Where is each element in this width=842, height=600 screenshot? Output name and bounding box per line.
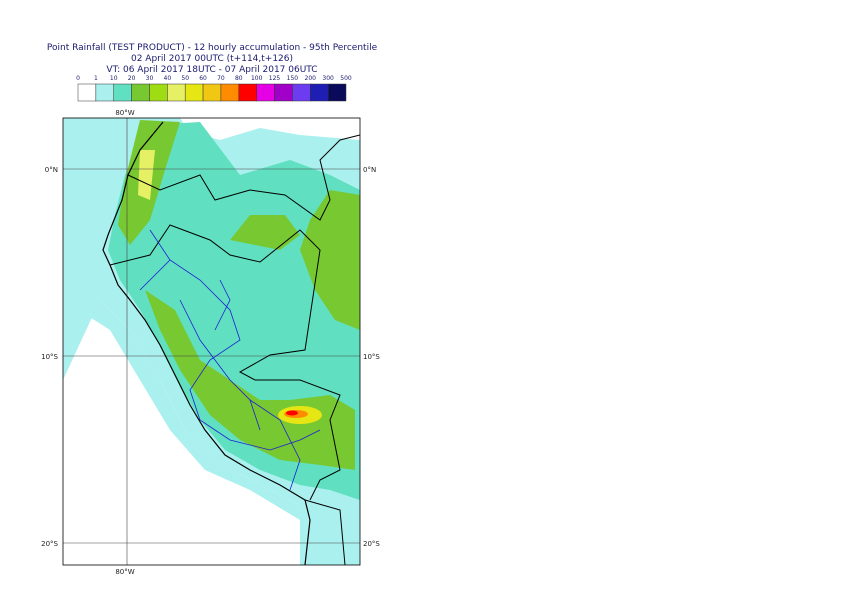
- legend-label: 10: [110, 75, 118, 82]
- legend-label: 200: [305, 75, 317, 82]
- lat-label: 10°S: [363, 353, 380, 361]
- legend-label: 50: [181, 75, 189, 82]
- lat-label: 0°N: [363, 166, 376, 174]
- lat-label: 10°S: [41, 353, 58, 361]
- base-time: 02 April 2017 00UTC (t+114,t+126): [131, 54, 293, 64]
- legend-label: 20: [128, 75, 136, 82]
- legend-swatch: [149, 83, 168, 102]
- legend-label: 150: [287, 75, 299, 82]
- legend-label: 70: [217, 75, 225, 82]
- heavy-region: [286, 410, 298, 416]
- lon-label: 80°W: [115, 109, 134, 117]
- lat-label: 0°N: [45, 166, 58, 174]
- map: [63, 118, 360, 565]
- legend-swatch: [202, 83, 222, 102]
- legend-label: 300: [322, 75, 334, 82]
- heavy-region: [138, 150, 155, 200]
- regional-borders: [139, 229, 321, 491]
- dry-area: [180, 118, 360, 140]
- legend-swatch: [292, 83, 311, 102]
- legend-swatch: [238, 83, 257, 102]
- legend: 0 1 10 20 30 40 50 60 70 80 100 125 150 200 300 500: [76, 75, 352, 102]
- lat-label: 20°S: [363, 540, 380, 548]
- legend-label: 80: [235, 75, 243, 82]
- legend-swatch: [184, 83, 204, 102]
- borders: [109, 134, 360, 565]
- legend-label: 100: [251, 75, 263, 82]
- lat-label: 20°S: [41, 540, 58, 548]
- lon-label: 80°W: [115, 568, 134, 576]
- legend-swatch: [95, 83, 114, 102]
- legend-swatch: [310, 83, 329, 102]
- legend-swatch: [256, 83, 275, 102]
- legend-swatch: [167, 83, 186, 102]
- legend-label: 30: [146, 75, 154, 82]
- legend-label: 1: [94, 75, 98, 82]
- legend-swatch: [274, 83, 293, 102]
- legend-label: 125: [269, 75, 281, 82]
- coastal-band: [63, 270, 300, 520]
- legend-swatch: [131, 83, 150, 102]
- legend-label: 40: [164, 75, 172, 82]
- legend-label: 60: [199, 75, 207, 82]
- map-frame: [62, 117, 361, 566]
- legend-swatch: [113, 83, 132, 102]
- legend-swatch: [327, 83, 347, 102]
- title: Point Rainfall (TEST PRODUCT) - 12 hourl…: [47, 43, 378, 53]
- legend-swatch: [220, 83, 240, 102]
- wet-region: [230, 215, 300, 250]
- legend-label: 0: [76, 75, 80, 82]
- wet-region: [300, 190, 360, 330]
- legend-swatch: [77, 83, 97, 102]
- coastline: [102, 121, 311, 565]
- valid-time: VT: 06 April 2017 18UTC - 07 April 2017 …: [106, 65, 317, 75]
- wet-region: [145, 290, 355, 470]
- legend-label: 500: [340, 75, 352, 82]
